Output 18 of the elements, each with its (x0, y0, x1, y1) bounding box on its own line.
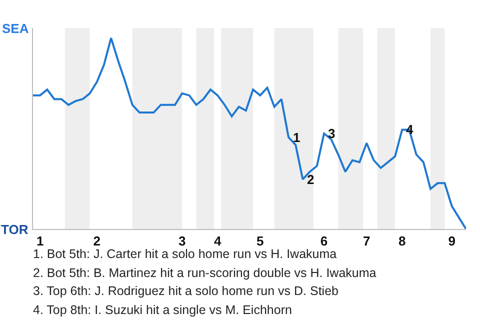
text: 2. Bot 5th: B. Martinez hit a run-scoring double vs H. Iwakuma (33, 266, 376, 280)
x-tick-label: 8 (398, 234, 406, 249)
x-tick-label: 7 (363, 234, 370, 249)
annotation: 2 (307, 172, 314, 187)
text: 4. Top 8th: I. Suzuki hit a single vs M. Eichhorn (33, 303, 292, 317)
x-tick-label: 9 (448, 234, 456, 249)
x-tick-label: 1 (36, 234, 44, 249)
text: SEA (2, 21, 30, 36)
x-tick-label: 6 (320, 234, 328, 249)
annotation: 3 (328, 126, 336, 141)
x-tick-label: 3 (178, 234, 186, 249)
x-tick-label: 2 (93, 234, 101, 249)
text: 3. Top 6th: J. Rodriguez hit a solo home run vs D. Stieb (33, 284, 339, 298)
text: TOR (1, 222, 29, 237)
x-tick-label: 5 (256, 234, 264, 249)
annotation: 1 (293, 130, 300, 145)
text: 1. Bot 5th: J. Carter hit a solo home run vs H. Iwakuma (33, 247, 337, 261)
x-tick-label: 4 (214, 234, 222, 249)
